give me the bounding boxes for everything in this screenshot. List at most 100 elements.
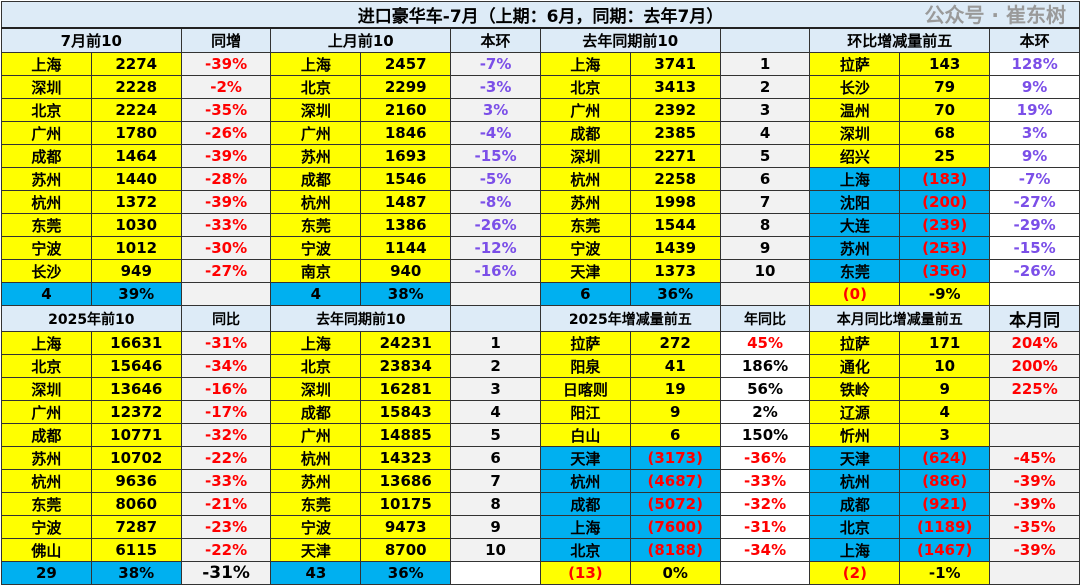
cell: 广州 <box>539 98 631 122</box>
cell: -33% <box>719 469 811 493</box>
cell: 成都 <box>809 492 901 516</box>
cell: 70 <box>899 98 991 122</box>
cell: -31% <box>180 331 272 355</box>
column-header: 2025年增减量前五 <box>539 305 721 332</box>
cell: 苏州 <box>270 469 362 493</box>
cell: 1144 <box>360 236 452 260</box>
summary-cell: 38% <box>360 282 452 306</box>
cell: 19% <box>989 98 1080 122</box>
cell: 225% <box>989 377 1080 401</box>
table-row: 深圳 13646 -16% 深圳 16281 3 日喀则 19 56% 铁岭 9 225% <box>1 377 1080 401</box>
cell: 天津 <box>539 446 631 470</box>
cell: 10 <box>450 538 541 562</box>
cell: 深圳 <box>270 98 362 122</box>
table-row: 苏州 10702 -22% 杭州 14323 6 天津 (3173) -36% 天津 (624) -4… <box>1 446 1080 470</box>
cell: -16% <box>180 377 272 401</box>
cell: 成都 <box>270 167 362 191</box>
cell: 广州 <box>1 121 92 145</box>
cell: 2224 <box>90 98 182 122</box>
cell: 长沙 <box>809 75 901 99</box>
cell: 东莞 <box>539 213 631 237</box>
cell: 北京 <box>539 75 631 99</box>
cell: (4687) <box>629 469 721 493</box>
cell: 4 <box>450 400 541 424</box>
cell: 广州 <box>1 400 92 424</box>
cell: -33% <box>180 469 272 493</box>
cell: -21% <box>180 492 272 516</box>
table-row: 佛山 6115 -22% 天津 8700 10 北京 (8188) -34% 上海 (1467) -3… <box>1 538 1080 562</box>
cell: 2385 <box>629 121 721 145</box>
cell: 南京 <box>270 259 362 283</box>
cell <box>989 400 1080 424</box>
cell: 1373 <box>629 259 721 283</box>
cell: 15843 <box>360 400 452 424</box>
cell: 13686 <box>360 469 452 493</box>
cell: 拉萨 <box>539 331 631 355</box>
cell: 北京 <box>270 75 362 99</box>
cell: 150% <box>719 423 811 447</box>
cell: -39% <box>989 469 1080 493</box>
cell: 15646 <box>90 354 182 378</box>
cell: 19 <box>629 377 721 401</box>
cell: 杭州 <box>270 446 362 470</box>
summary-cell <box>719 561 811 585</box>
cell: 上海 <box>270 52 362 76</box>
table-row: 东莞 8060 -21% 东莞 10175 8 成都 (5072) -32% 成都 (921) -39… <box>1 492 1080 516</box>
column-header: 7月前10 <box>1 27 182 53</box>
table-row: 长沙 949 -27% 南京 940 -16% 天津 1373 10 东莞 (356) -26% <box>1 259 1080 283</box>
cell: 深圳 <box>809 121 901 145</box>
column-header: 年同比 <box>719 305 811 332</box>
table-row: 杭州 9636 -33% 苏州 13686 7 杭州 (4687) -33% 杭州 (886) -39… <box>1 469 1080 493</box>
cell: -35% <box>989 515 1080 539</box>
summary-cell: 6 <box>539 282 631 306</box>
cell: 12372 <box>90 400 182 424</box>
cell: 9 <box>899 377 991 401</box>
cell: (3173) <box>629 446 721 470</box>
cell: 东莞 <box>270 213 362 237</box>
cell: (1467) <box>899 538 991 562</box>
cell: 9% <box>989 75 1080 99</box>
cell: 上海 <box>270 331 362 355</box>
table-row: 上海 2274 -39% 上海 2457 -7% 上海 3741 1 拉萨 143 128% <box>1 52 1080 76</box>
summary-cell <box>450 282 541 306</box>
cell: 上海 <box>539 52 631 76</box>
cell: 2228 <box>90 75 182 99</box>
cell: 3741 <box>629 52 721 76</box>
summary-cell <box>180 282 272 306</box>
cell: 2299 <box>360 75 452 99</box>
cell: -5% <box>450 167 541 191</box>
cell: -45% <box>989 446 1080 470</box>
summary-cell: (2) <box>809 561 901 585</box>
table-row: 上海 16631 -31% 上海 24231 1 拉萨 272 45% 拉萨 171 204% <box>1 331 1080 355</box>
summary-cell: (0) <box>809 282 901 306</box>
cell: 1693 <box>360 144 452 168</box>
cell: 3 <box>899 423 991 447</box>
column-header: 去年同期前10 <box>539 27 721 53</box>
cell: 41 <box>629 354 721 378</box>
summary-cell: -9% <box>899 282 991 306</box>
cell: 200% <box>989 354 1080 378</box>
cell: 杭州 <box>539 469 631 493</box>
cell: 日喀则 <box>539 377 631 401</box>
cell: 苏州 <box>1 446 92 470</box>
column-header: 本月同 <box>989 305 1080 332</box>
cell: 2258 <box>629 167 721 191</box>
cell: 7287 <box>90 515 182 539</box>
column-header <box>719 27 811 53</box>
cell: 25 <box>899 144 991 168</box>
table-row: 广州 1780 -26% 广州 1846 -4% 成都 2385 4 深圳 68 3% <box>1 121 1080 145</box>
cell: 9636 <box>90 469 182 493</box>
cell: -4% <box>450 121 541 145</box>
cell: 杭州 <box>539 167 631 191</box>
cell: 天津 <box>809 446 901 470</box>
cell: 14885 <box>360 423 452 447</box>
cell: 5 <box>719 144 811 168</box>
column-header: 去年同期前10 <box>270 305 452 332</box>
cell: 拉萨 <box>809 52 901 76</box>
cell: 宁波 <box>1 515 92 539</box>
cell: 白山 <box>539 423 631 447</box>
cell: 9 <box>719 236 811 260</box>
cell: 1012 <box>90 236 182 260</box>
cell: 1386 <box>360 213 452 237</box>
cell: 通化 <box>809 354 901 378</box>
